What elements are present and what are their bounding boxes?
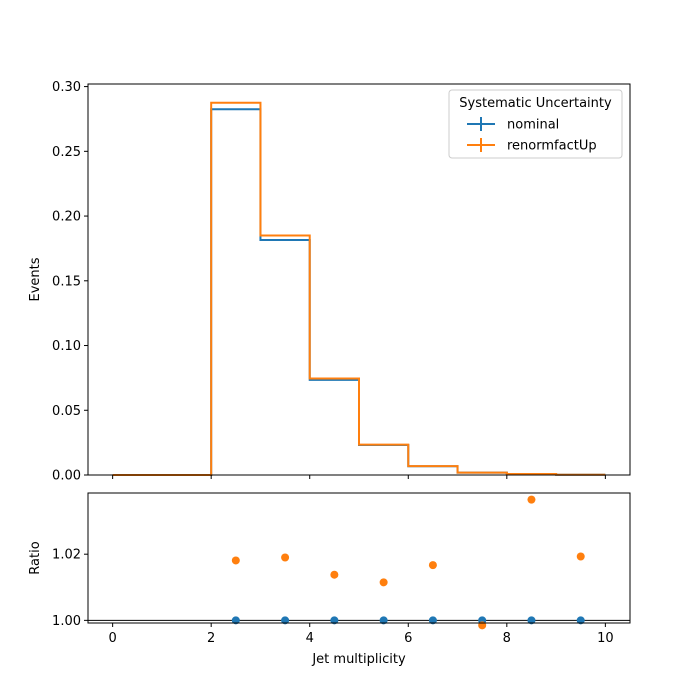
ratio-panel: 1.00 1.02 0 2 4 6 8 10 Ratio Jet multiplicity — [28, 492, 631, 667]
ratio-point-renormfactUp — [379, 578, 388, 587]
ratio-x-ticks: 0 2 4 6 8 10 — [108, 623, 614, 646]
legend-label-nominal: nominal — [507, 118, 559, 133]
legend-label-renormfactUp: renormfactUp — [507, 139, 597, 154]
main-axes-frame — [87, 83, 631, 476]
main-y-axis-label: Events — [28, 257, 43, 301]
ratio-point-nominal — [379, 616, 388, 625]
ratio-point-renormfactUp — [231, 556, 240, 565]
main-y-tick-label: 0.15 — [52, 274, 81, 289]
legend-title: Systematic Uncertainty — [459, 96, 612, 111]
ratio-point-renormfactUp — [576, 552, 585, 561]
ratio-y-tick-label: 1.02 — [52, 548, 81, 563]
ratio-x-tick-label: 10 — [597, 631, 614, 646]
ratio-x-tick-label: 6 — [404, 631, 412, 646]
ratio-y-tick-label: 1.00 — [52, 614, 81, 629]
main-y-tick-label: 0.05 — [52, 404, 81, 419]
ratio-axes-frame — [87, 492, 631, 624]
ratio-point-nominal — [428, 616, 437, 625]
ratio-point-nominal — [576, 616, 585, 625]
ratio-x-tick-label: 4 — [306, 631, 314, 646]
ratio-x-tick-label: 2 — [207, 631, 215, 646]
ratio-point-renormfactUp — [330, 570, 339, 579]
main-y-tick-label: 0.00 — [52, 469, 81, 484]
ratio-x-axis-label: Jet multiplicity — [311, 652, 406, 667]
ratio-y-axis-label: Ratio — [28, 541, 43, 574]
main-y-ticks: 0.00 0.05 0.10 0.15 0.20 0.25 0.30 — [52, 80, 88, 484]
ratio-point-nominal — [281, 616, 290, 625]
main-y-tick-label: 0.10 — [52, 339, 81, 354]
main-y-tick-label: 0.25 — [52, 145, 81, 160]
ratio-point-renormfactUp — [428, 561, 437, 570]
histogram-line-renormfactUp — [112, 101, 606, 476]
ratio-y-ticks: 1.00 1.02 — [52, 548, 88, 629]
main-y-tick-label: 0.20 — [52, 210, 81, 225]
main-x-ticks — [112, 475, 606, 479]
ratio-point-renormfactUp — [527, 495, 536, 504]
ratio-x-tick-label: 8 — [503, 631, 511, 646]
ratio-point-nominal — [527, 616, 536, 625]
legend: Systematic Uncertainty nominal renormfact… — [448, 89, 623, 159]
main-series-group — [112, 101, 606, 476]
ratio-x-tick-label: 0 — [108, 631, 116, 646]
legend-box — [448, 89, 623, 159]
ratio-point-renormfactUp — [281, 553, 290, 562]
legend-items: nominal renormfactUp — [467, 117, 597, 154]
main-y-tick-label: 0.30 — [52, 80, 81, 95]
main-panel: 0.00 0.05 0.10 0.15 0.20 0.25 0.30 Events Syst… — [28, 80, 631, 484]
ratio-point-nominal — [330, 616, 339, 625]
ratio-point-nominal — [231, 616, 240, 625]
